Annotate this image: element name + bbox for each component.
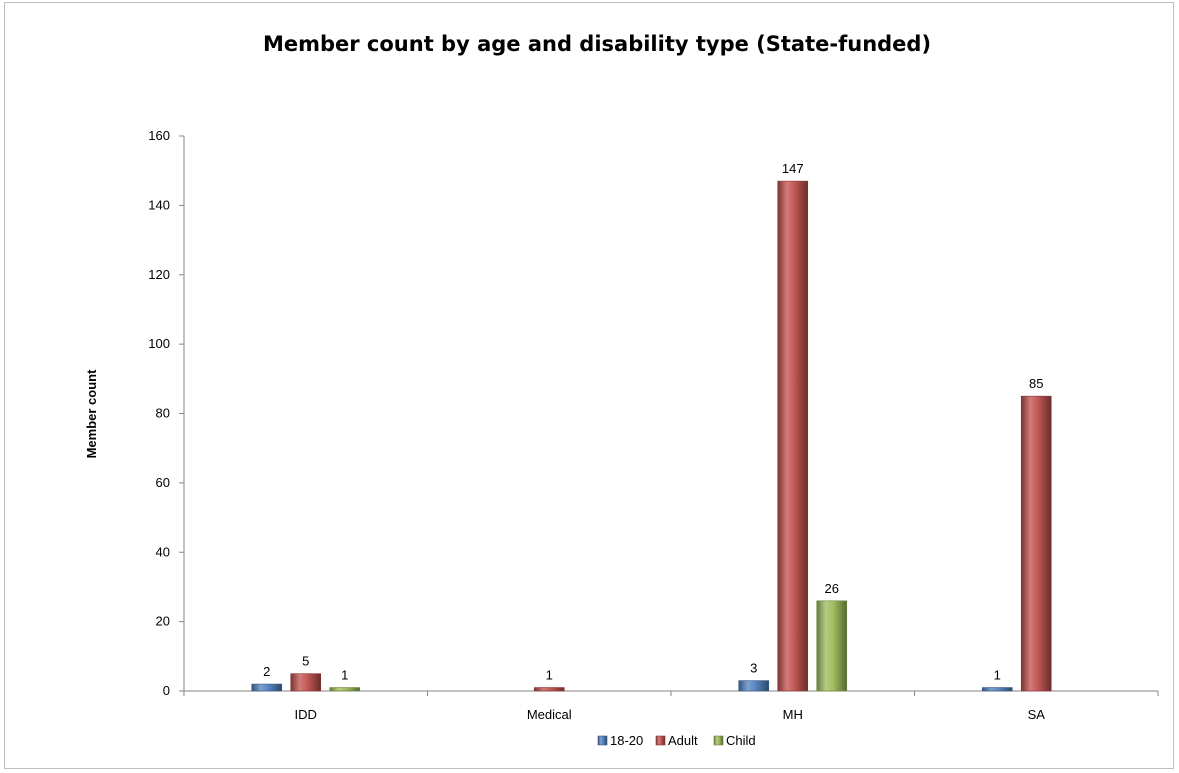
bar-adult-idd (290, 673, 322, 692)
axes: 0 20 40 60 80 100 120 140 160 IDD Medical MH SA (148, 128, 1159, 722)
y-tick-label: 80 (156, 406, 170, 421)
legend-swatch-adult (655, 735, 666, 746)
legend: 18-20 Adult Child (597, 733, 756, 748)
y-tick-label: 40 (156, 544, 170, 559)
x-tick-label: IDD (295, 707, 317, 722)
legend-label: Child (726, 733, 756, 748)
data-label: 1 (994, 668, 1001, 683)
data-label: 1 (341, 668, 348, 683)
data-label: 147 (782, 161, 804, 176)
y-tick-label: 60 (156, 475, 170, 490)
bar-adult-sa (1020, 395, 1052, 692)
bar-18-20-idd (251, 683, 283, 692)
bar-adult-medical (533, 687, 565, 692)
x-tick-label: Medical (527, 707, 572, 722)
x-tick-label: MH (783, 707, 803, 722)
y-tick-label: 120 (148, 267, 170, 282)
data-label: 26 (825, 581, 839, 596)
chart-title: Member count by age and disability type … (263, 32, 931, 56)
y-axis-label: Member count (84, 369, 99, 459)
bar-18-20-sa (981, 687, 1013, 692)
data-label: 85 (1029, 376, 1043, 391)
chart-frame (4, 2, 1174, 769)
y-tick-label: 20 (156, 614, 170, 629)
legend-swatch-child (713, 735, 724, 746)
legend-swatch-18-20 (597, 735, 608, 746)
legend-label: Adult (668, 733, 698, 748)
y-tick-label: 140 (148, 197, 170, 212)
bars: 2 5 1 1 3 147 26 1 85 (251, 161, 1052, 692)
bar-18-20-mh (738, 680, 770, 692)
y-tick-label: 100 (148, 336, 170, 351)
data-label: 2 (263, 664, 270, 679)
legend-label: 18-20 (610, 733, 643, 748)
bar-child-mh (816, 600, 848, 692)
x-tick-label: SA (1028, 707, 1046, 722)
data-label: 5 (302, 654, 309, 669)
bar-child-idd (329, 687, 361, 692)
data-label: 3 (750, 661, 757, 676)
bar-adult-mh (777, 180, 809, 692)
y-tick-label: 0 (163, 683, 170, 698)
data-label: 1 (546, 668, 553, 683)
y-tick-label: 160 (148, 128, 170, 143)
